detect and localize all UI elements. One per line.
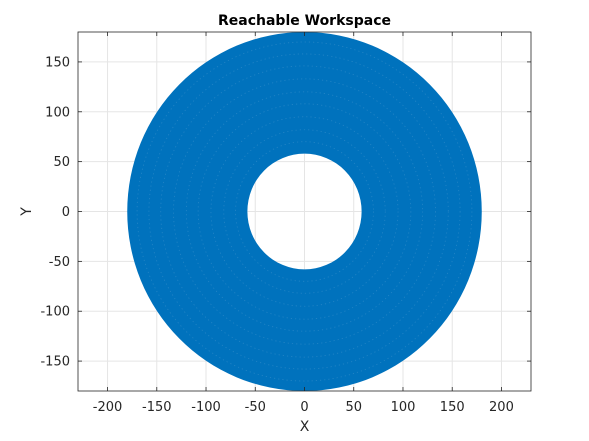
y-tick-label: 100 [45, 105, 70, 120]
x-tick-label: 50 [345, 400, 362, 415]
x-tick-label: -100 [191, 400, 221, 415]
x-axis-title: X [300, 419, 310, 435]
x-tick-label: -50 [245, 400, 266, 415]
y-tick-label: -150 [40, 355, 70, 370]
x-tick-label: 200 [489, 400, 514, 415]
workspace-texture-ring [173, 78, 436, 345]
chart-title: Reachable Workspace [218, 13, 391, 29]
workspace-texture-ring [197, 103, 412, 320]
workspace-texture-ring [148, 53, 461, 370]
y-axis-title: Y [19, 207, 35, 217]
x-tick-label: -200 [93, 400, 123, 415]
x-tick-label: 100 [391, 400, 416, 415]
workspace-points [127, 32, 482, 391]
tick-labels: -200 -150 -100 -50 0 50 100 150 200 -150 -100 -50 0 5… [40, 55, 513, 415]
x-tick-label: 0 [300, 400, 308, 415]
y-tick-label: 0 [62, 205, 70, 220]
y-tick-label: 50 [53, 155, 70, 170]
series-layer [127, 32, 482, 391]
workspace-texture-ring [185, 91, 424, 332]
workspace-texture-ring [210, 116, 399, 307]
x-tick-label: 150 [440, 400, 465, 415]
y-tick-label: -50 [49, 255, 70, 270]
x-tick-label: -150 [142, 400, 172, 415]
workspace-texture-ring [136, 41, 473, 382]
y-tick-label: 150 [45, 55, 70, 70]
workspace-texture-ring [223, 129, 386, 294]
workspace-texture-ring [160, 65, 449, 358]
workspace-texture-ring [235, 141, 374, 282]
ticks [78, 32, 531, 391]
y-tick-label: -100 [40, 305, 70, 320]
